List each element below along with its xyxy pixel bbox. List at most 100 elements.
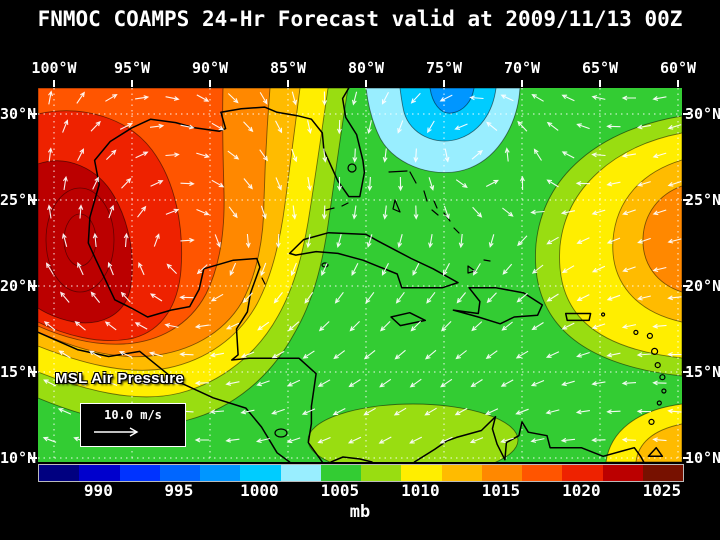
wind-arrow [351,262,359,276]
lon-tick [443,80,445,87]
wind-arrows [42,90,682,444]
wind-arrow [150,180,164,187]
lon-tick [131,80,133,87]
wind-arrow [652,323,667,329]
lon-tick [677,80,679,87]
wind-arrow [321,262,328,277]
wind-arrow [515,350,529,359]
wind-arrow [286,437,301,444]
pressure-band [399,88,497,142]
wind-arrow [149,123,165,129]
wind-arrow [347,436,362,444]
wind-arrow [621,437,637,443]
wind-arrow [271,408,285,415]
wind-arrow [43,321,56,331]
wind-arrow [149,293,163,302]
wind-arrow [591,265,606,273]
wind-scale-legend: 10.0 m/s [80,403,186,447]
wind-arrow [606,352,621,358]
wind-arrow [502,263,513,275]
wind-arrow [119,123,133,130]
wind-arrow [381,262,389,276]
wind-arrow [103,379,118,387]
wind-arrow [472,206,483,218]
wind-arrow [334,291,344,304]
colorbar-segment [562,465,603,481]
wind-arrow [378,436,392,444]
wind-arrow [211,179,225,188]
wind-arrow [165,208,180,215]
wind-arrow [636,408,652,414]
wind-scale-label: 10.0 m/s [104,408,162,422]
lat-tick [683,371,690,373]
lon-tick [599,80,601,87]
wind-arrow [271,350,285,359]
wind-arrow [337,177,342,192]
wind-arrow [123,232,129,248]
wind-arrow [517,235,528,247]
wind-arrow [259,149,269,162]
wind-arrow [301,408,316,415]
wind-arrow [501,321,513,331]
wind-arrow [333,350,346,360]
wind-arrow [486,121,498,132]
wind-arrow [667,238,682,244]
lat-tick-label-right: 10°N [685,449,720,467]
wind-arrow [485,350,498,360]
wind-arrow [606,294,621,301]
lat-tick [30,371,37,373]
wind-arrow [652,209,667,216]
lat-tick [30,199,37,201]
coastline-cuba [288,231,459,289]
wind-arrow [260,205,267,220]
lat-tick [683,285,690,287]
pressure-field [38,88,682,462]
wind-arrow [317,379,331,387]
wind-arrow [393,407,407,416]
wind-arrow [458,233,464,249]
wind-arrow [240,351,255,358]
wind-arrow [365,291,375,304]
colorbar-segment [441,465,482,481]
wind-arrow [667,408,682,414]
wind-arrow [444,148,450,163]
wind-arrow [336,234,342,249]
wind-arrow [469,437,484,444]
colorbar-tick-label: 995 [164,481,194,500]
lon-tick-label: 60°W [659,59,697,77]
wind-arrow [288,321,300,332]
lake-okeechobee [347,163,357,173]
colorbar-segment [602,465,643,481]
lon-tick-label: 80°W [347,59,385,77]
wind-arrow [667,180,682,187]
lon-tick-label: 100°W [31,59,77,77]
wind-arrow [652,380,667,386]
colorbar-unit-label: mb [349,502,371,522]
colorbar-segment [200,465,241,481]
coastline-trinidad [647,446,664,458]
wind-arrow [442,262,450,276]
wind-arrow [560,437,576,443]
wind-arrow [545,409,560,415]
wind-arrow [379,378,392,388]
wind-arrow [180,181,195,187]
wind-arrow [413,205,419,220]
coastline-hispaniola [452,286,544,325]
wind-arrow [74,320,86,331]
wind-arrow [135,95,150,101]
wind-arrow [179,294,194,300]
wind-arrow [504,147,510,162]
wind-arrow [398,176,403,192]
wind-arrow [77,261,84,276]
wind-arrow [367,120,372,135]
wind-arrow [637,181,651,187]
lat-tick-label-left: 20°N [0,277,37,295]
wind-arrow [530,209,545,215]
wind-arrow [531,264,544,274]
coastline-north-central-america [38,88,366,462]
wind-arrow [225,322,240,330]
colorbar-tick-label: 990 [83,481,113,500]
wind-arrow [349,321,360,332]
wind-arrow [257,321,270,331]
